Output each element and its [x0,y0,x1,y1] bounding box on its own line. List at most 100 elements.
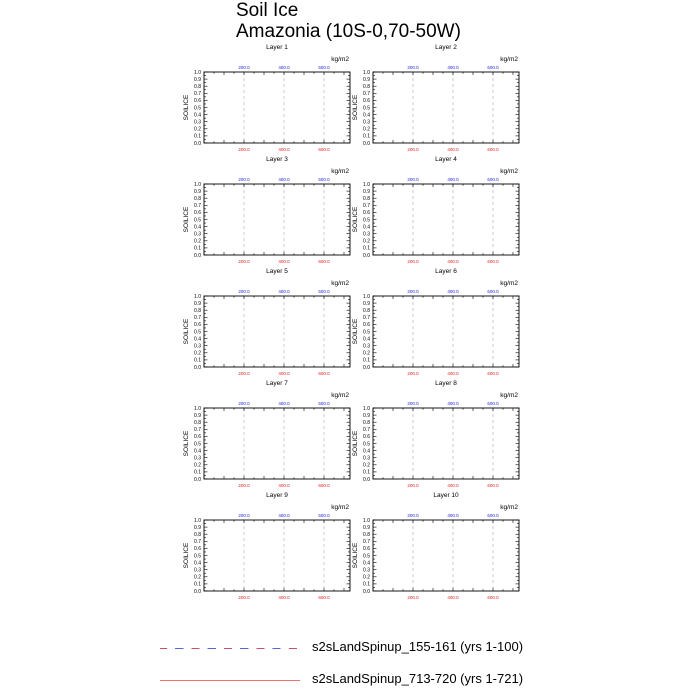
x-tick-label-top: 600.0 [487,513,499,518]
x-tick-label-bottom: 200.0 [407,371,419,376]
y-tick-label: 0.7 [363,427,370,433]
y-axis-label: SOILICE [352,94,359,120]
y-axis-label: SOILICE [183,94,190,120]
panel-title: Layer 4 [435,156,457,163]
x-tick-label-bottom: 400.0 [447,371,459,376]
y-tick-label: 0.3 [363,456,370,462]
y-tick-label: 0.9 [363,301,370,307]
y-tick-label: 0.9 [363,525,370,531]
x-tick-label-top: 200.0 [407,401,419,406]
y-tick-label: 0.6 [363,322,370,328]
x-tick-label-top: 400.0 [278,289,290,294]
y-tick-label: 0.8 [194,532,201,538]
y-tick-label: 0.8 [194,420,201,426]
y-tick-label: 0.0 [194,477,201,483]
y-tick-label: 0.1 [363,134,370,140]
panel-title: Layer 2 [435,44,457,51]
y-tick-label: 1.0 [194,518,201,524]
x-tick-label-bottom: 400.0 [278,147,290,152]
legend-entry-2: s2sLandSpinup_713-720 (yrs 1-721) [160,671,580,691]
panel-title: Layer 6 [435,268,457,275]
y-tick-label: 0.2 [363,575,370,581]
legend-swatch-solid [160,680,300,681]
y-tick-label: 0.4 [194,448,201,454]
x-tick-label-bottom: 600.0 [487,259,499,264]
panel-layer-4: Layer 4 kg/m2 SOILICE 0.00.10.20.3 0.40.50.6… [352,156,520,264]
y-tick-label: 0.1 [363,246,370,252]
y-tick-label: 0.0 [363,141,370,147]
y-tick-label: 0.8 [194,308,201,314]
y-tick-label: 1.0 [363,518,370,524]
panel-title: Layer 10 [433,492,459,499]
y-tick-label: 0.0 [194,589,201,595]
y-tick-label: 0.5 [194,553,201,559]
panel-units: kg/m2 [500,280,518,287]
y-tick-label: 0.6 [194,546,201,552]
panel-layer-2: Layer 2 kg/m2 SOILICE 0.00.10.20.3 0.40.50.6… [352,44,520,152]
panel-layer-7: Layer 7 kg/m2 SOILICE 0.00.10.20.3 0.40.50.6… [183,380,351,488]
y-tick-label: 0.1 [194,470,201,476]
x-tick-label-bottom: 200.0 [238,371,250,376]
x-tick-label-top: 400.0 [447,65,459,70]
y-tick-label: 1.0 [194,70,201,76]
x-tick-label-top: 600.0 [487,65,499,70]
y-tick-label: 0.9 [194,413,201,419]
y-tick-label: 0.4 [194,224,201,230]
x-tick-label-bottom: 200.0 [238,595,250,600]
x-tick-label-bottom: 400.0 [278,483,290,488]
y-tick-label: 0.8 [194,84,201,90]
x-tick-label-top: 200.0 [238,401,250,406]
panel-units: kg/m2 [331,280,349,287]
y-tick-label: 0.8 [363,308,370,314]
y-tick-label: 0.9 [194,525,201,531]
panel-layer-5: Layer 5 kg/m2 SOILICE 0.00.10.20.3 0.40.50.6… [183,268,351,376]
panel-layer-9: Layer 9 kg/m2 SOILICE 0.00.10.20.3 0.40.50.6… [183,492,351,600]
y-tick-label: 0.7 [194,427,201,433]
y-tick-label: 0.7 [194,91,201,97]
y-tick-label: 0.1 [194,246,201,252]
y-tick-label: 0.6 [363,98,370,104]
x-tick-label-top: 200.0 [238,65,250,70]
y-tick-label: 0.0 [363,477,370,483]
x-tick-label-top: 200.0 [407,513,419,518]
plot-frame [203,295,351,368]
y-tick-label: 1.0 [363,70,370,76]
y-axis-label: SOILICE [183,318,190,344]
y-tick-label: 0.9 [363,189,370,195]
x-tick-label-bottom: 200.0 [238,483,250,488]
x-tick-label-top: 200.0 [407,65,419,70]
x-tick-label-bottom: 400.0 [278,259,290,264]
y-tick-label: 0.9 [194,301,201,307]
x-tick-label-top: 400.0 [278,513,290,518]
x-tick-label-bottom: 600.0 [318,259,330,264]
panel-layer-3: Layer 3 kg/m2 SOILICE 0.00.10.20.3 0.40.50.6… [183,156,351,264]
y-tick-label: 0.5 [363,553,370,559]
x-tick-label-top: 200.0 [238,513,250,518]
y-tick-label: 0.2 [363,463,370,469]
legend-entry-1: s2sLandSpinup_155-161 (yrs 1-100) [160,639,580,659]
plot-frame [372,519,520,592]
y-tick-label: 0.0 [363,365,370,371]
x-tick-label-bottom: 200.0 [407,147,419,152]
x-tick-label-bottom: 600.0 [487,595,499,600]
y-tick-label: 0.6 [194,210,201,216]
y-tick-label: 0.7 [194,315,201,321]
plot-frame [203,183,351,256]
y-tick-label: 0.1 [363,470,370,476]
y-tick-label: 0.6 [363,546,370,552]
y-tick-label: 0.9 [363,413,370,419]
figure-title-line-2: Amazonia (10S-0,70-50W) [236,21,461,42]
y-tick-label: 0.5 [363,441,370,447]
x-tick-label-bottom: 600.0 [487,483,499,488]
y-tick-label: 0.4 [363,224,370,230]
y-tick-label: 0.5 [194,329,201,335]
y-tick-label: 0.4 [194,112,201,118]
y-axis-label: SOILICE [183,430,190,456]
y-tick-label: 0.4 [363,560,370,566]
y-tick-label: 0.6 [194,434,201,440]
y-tick-label: 1.0 [194,182,201,188]
x-tick-label-bottom: 400.0 [447,147,459,152]
panel-units: kg/m2 [331,56,349,63]
y-axis-label: SOILICE [352,318,359,344]
x-tick-label-bottom: 600.0 [318,147,330,152]
